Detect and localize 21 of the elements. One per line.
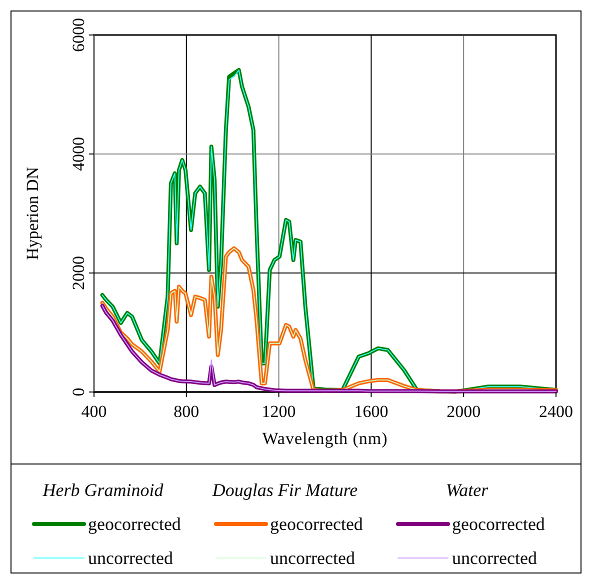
x-tick-label: 1600: [354, 402, 388, 421]
legend-label: uncorrected: [452, 548, 537, 568]
legend-label: uncorrected: [270, 548, 355, 568]
legend-label: geocorrected: [270, 514, 363, 534]
x-tick-label: 2400: [539, 402, 573, 421]
x-tick-label: 400: [81, 402, 107, 421]
text: Herb Graminoid: [42, 480, 164, 500]
y-tick-label: 0: [69, 388, 88, 396]
y-tick-label: 6000: [69, 18, 88, 52]
y-tick-label: 4000: [69, 137, 88, 171]
x-tick-label: 2000: [446, 402, 481, 421]
legend-label: geocorrected: [88, 514, 181, 534]
text: Water: [446, 480, 490, 500]
x-axis-title: Wavelength (nm): [262, 429, 388, 448]
legend-label: uncorrected: [88, 548, 173, 568]
y-tick-label: 2000: [69, 256, 88, 290]
y-axis-title: Hyperion DN: [23, 166, 42, 260]
legend-label: geocorrected: [452, 514, 545, 534]
x-tick-label: 800: [174, 402, 200, 421]
x-tick-label: 1200: [262, 402, 296, 421]
text: Douglas Fir Mature: [211, 480, 358, 500]
